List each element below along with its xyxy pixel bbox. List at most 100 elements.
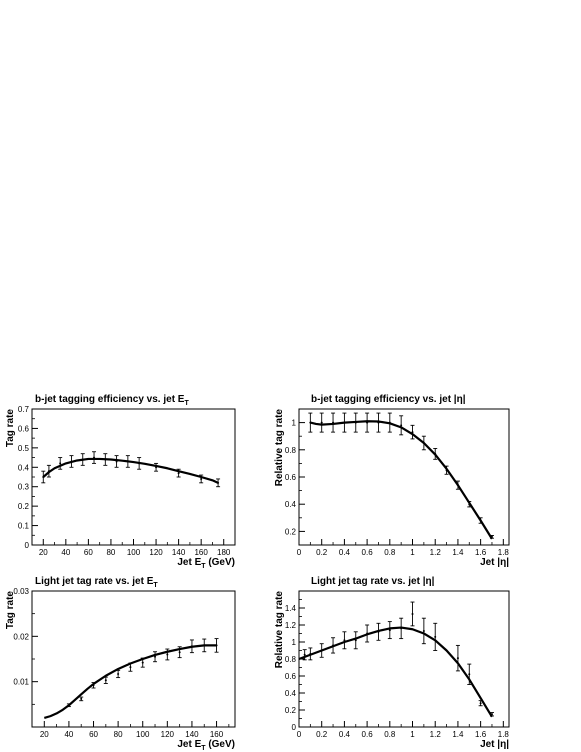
x-tick-label: 0.2 — [316, 548, 328, 557]
y-tick-label: 0.2 — [285, 706, 297, 715]
x-tick-label: 0 — [297, 548, 302, 557]
x-axis-label: Jet ET (GeV) — [177, 557, 235, 570]
data-point — [478, 700, 483, 707]
x-tick-label: 160 — [194, 548, 208, 557]
point-marker — [47, 470, 50, 473]
x-tick-label: 40 — [64, 730, 73, 739]
y-tick-label: 0.8 — [285, 446, 297, 455]
point-marker — [434, 635, 437, 638]
point-marker — [388, 421, 391, 424]
chart-title: Light jet tag rate vs. jet ET — [35, 576, 158, 589]
data-point — [478, 517, 483, 524]
point-marker — [309, 652, 312, 655]
point-marker — [166, 653, 169, 656]
point-marker — [456, 484, 459, 487]
point-marker — [468, 673, 471, 676]
data-point — [91, 682, 96, 689]
data-point — [46, 464, 51, 478]
y-tick-label: 1.2 — [285, 621, 297, 630]
y-tick-label: 0.8 — [285, 655, 297, 664]
data-point — [177, 646, 182, 659]
x-tick-label: 120 — [149, 548, 163, 557]
data-point — [103, 676, 108, 684]
data-point — [489, 535, 494, 539]
y-tick-label: 0 — [25, 541, 30, 550]
chart-title: b-jet tagging efficiency vs. jet ET — [35, 394, 189, 407]
point-marker — [178, 651, 181, 654]
fit-curve — [42, 457, 219, 484]
point-marker — [479, 519, 482, 522]
x-axis-label: Jet |η| — [480, 739, 509, 750]
data-point — [376, 622, 381, 641]
x-axis-label: Jet |η| — [480, 557, 509, 568]
point-marker — [190, 645, 193, 648]
data-point — [467, 663, 472, 685]
point-marker — [377, 421, 380, 424]
data-point — [365, 624, 370, 643]
data-point — [103, 453, 108, 466]
data-point — [399, 617, 404, 640]
y-tick-label: 0.02 — [13, 632, 29, 641]
point-marker — [332, 421, 335, 424]
data-point — [214, 638, 219, 653]
data-point — [444, 465, 449, 475]
point-marker — [309, 421, 312, 424]
data-point — [80, 453, 85, 466]
point-marker — [354, 421, 357, 424]
point-marker — [343, 639, 346, 642]
point-marker — [434, 452, 437, 455]
data-point — [399, 415, 404, 436]
data-point — [467, 501, 472, 508]
plot-frame — [31, 590, 236, 728]
point-marker — [42, 476, 45, 478]
data-point — [342, 412, 347, 433]
y-tick-label: 0.7 — [18, 405, 30, 414]
data-point — [376, 412, 381, 433]
point-marker — [155, 466, 158, 469]
data-point — [125, 455, 130, 468]
x-tick-label: 20 — [40, 730, 49, 739]
y-tick-label: 0.2 — [18, 502, 30, 511]
y-tick-label: 0.01 — [13, 678, 29, 687]
point-marker — [104, 679, 107, 682]
point-marker — [177, 472, 180, 475]
data-point — [433, 447, 438, 460]
data-point — [165, 648, 170, 661]
x-tick-label: 160 — [210, 730, 224, 739]
point-marker — [320, 421, 323, 424]
y-tick-label: 1 — [292, 638, 297, 647]
x-tick-label: 1 — [410, 730, 415, 739]
x-tick-label: 40 — [61, 548, 70, 557]
fit-curve — [298, 626, 493, 718]
y-axis-label: Relative tag rate — [274, 409, 285, 487]
point-marker — [126, 460, 129, 463]
x-axis-label: Jet ET (GeV) — [177, 739, 235, 752]
x-tick-label: 60 — [89, 730, 98, 739]
point-marker — [354, 639, 357, 642]
point-marker — [115, 460, 118, 463]
y-tick-label: 0.6 — [285, 473, 297, 482]
fit-curve — [43, 644, 217, 719]
x-tick-label: 100 — [136, 730, 150, 739]
point-marker — [366, 632, 369, 635]
x-tick-label: 0.8 — [384, 548, 396, 557]
point-marker — [468, 503, 471, 506]
data-point — [41, 470, 46, 484]
data-point — [153, 651, 158, 663]
x-tick-label: 140 — [185, 730, 199, 739]
y-tick-label: 0.03 — [13, 587, 29, 596]
point-marker — [200, 477, 203, 480]
x-tick-label: 80 — [106, 548, 115, 557]
plot-frame — [298, 590, 510, 728]
data-point — [79, 696, 84, 702]
data-point — [308, 412, 313, 433]
point-marker — [332, 644, 335, 647]
point-marker — [422, 629, 425, 632]
y-tick-label: 0.4 — [285, 689, 297, 698]
y-tick-label: 0.4 — [18, 463, 30, 472]
data-point — [433, 622, 438, 651]
point-marker — [138, 462, 141, 465]
y-tick-label: 1 — [292, 419, 297, 428]
x-tick-label: 0.4 — [339, 730, 351, 739]
data-point — [66, 703, 71, 708]
